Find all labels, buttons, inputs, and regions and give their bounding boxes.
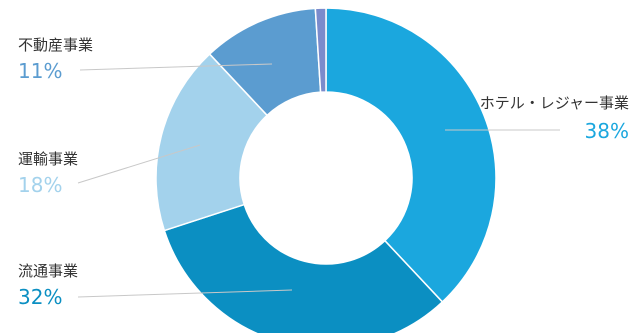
slice-value-4: 11% [18, 59, 62, 83]
slice-label-3: 運輸事業 [18, 150, 78, 168]
slice-value-3: 18% [18, 173, 62, 197]
leader-line-2 [77, 289, 293, 298]
slice-2 [163, 203, 444, 333]
slice-label-1: ホテル・レジャー事業 [480, 94, 629, 112]
slice-label-4: 不動産事業 [18, 36, 93, 54]
slice-1 [325, 7, 497, 303]
slice-label-2: 流通事業 [18, 262, 78, 280]
slice-value-1: 38% [585, 119, 629, 143]
slice-3 [155, 53, 269, 232]
slice-value-2: 32% [18, 285, 62, 309]
leader-line-4 [79, 63, 273, 71]
slice-5 [314, 7, 327, 93]
leader-line-3 [77, 144, 201, 184]
